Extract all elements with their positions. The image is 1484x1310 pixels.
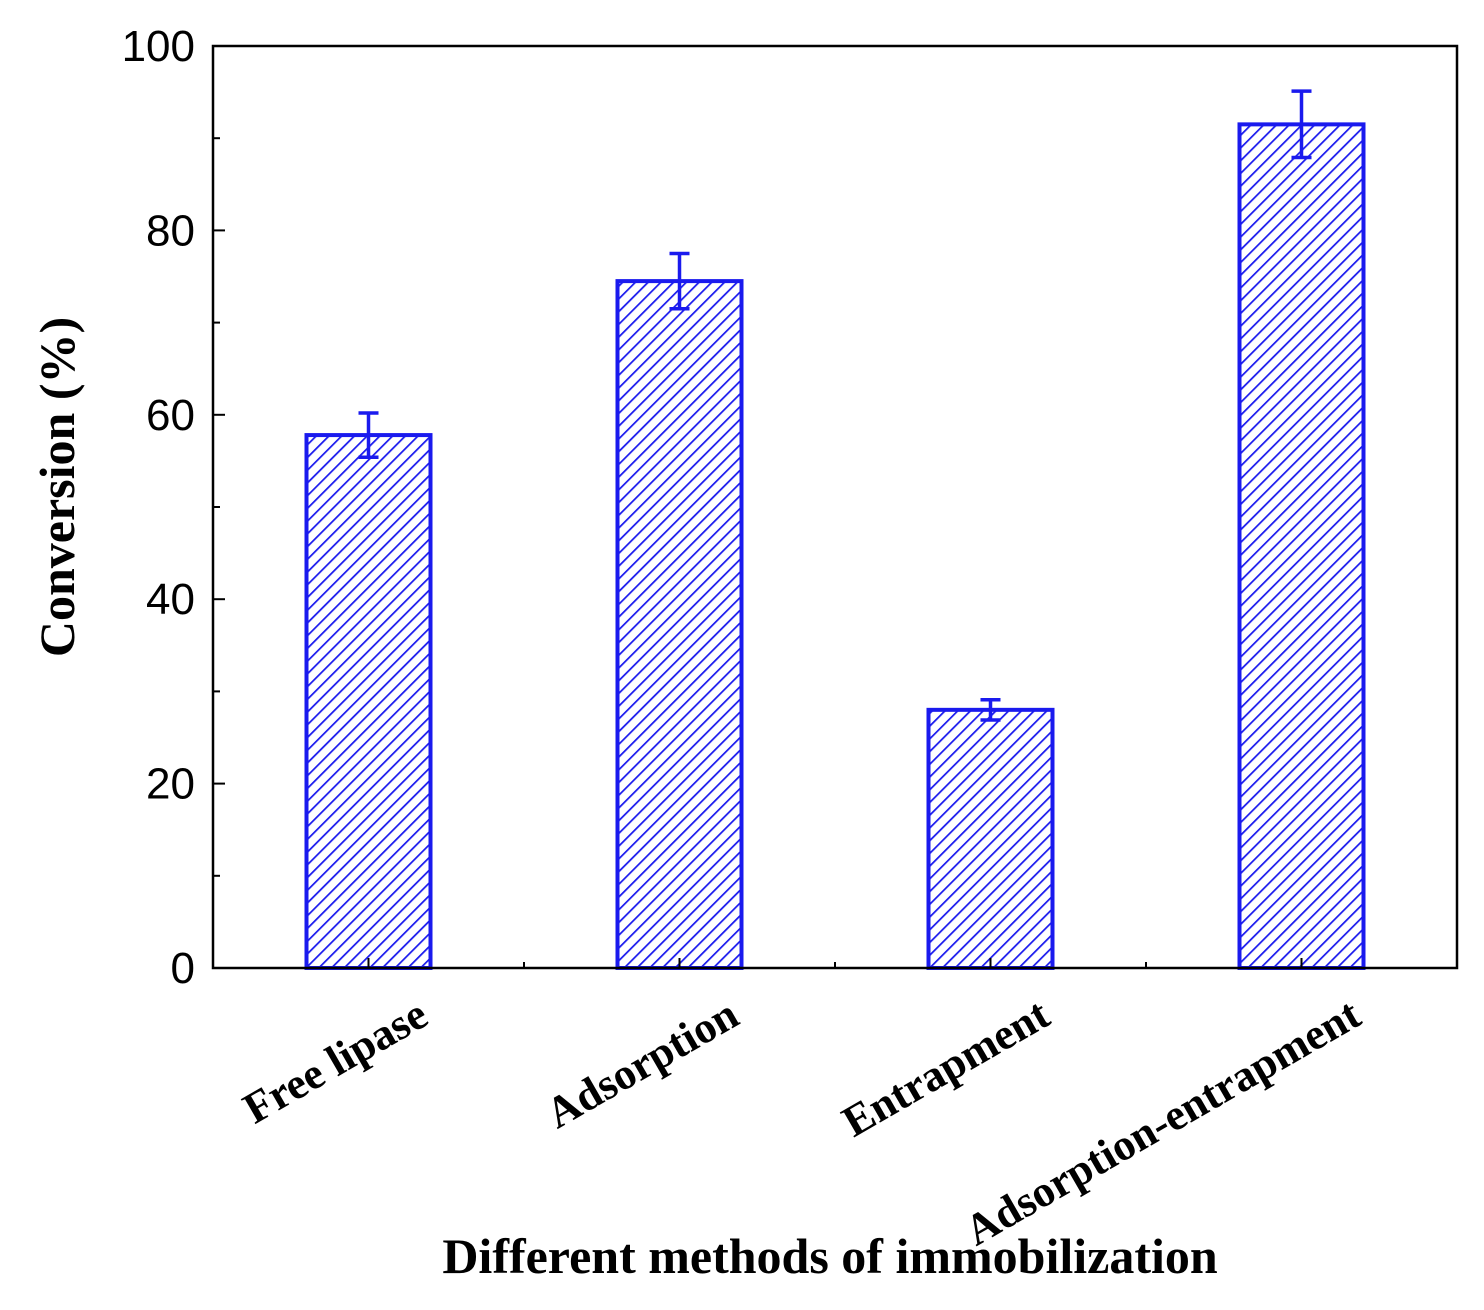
x-tick-label: Free lipase <box>235 989 436 1133</box>
y-tick-label: 60 <box>146 391 195 440</box>
y-tick-label: 0 <box>171 944 195 993</box>
bar-entrapment <box>926 707 1055 971</box>
x-tick-label: Entrapment <box>834 989 1058 1146</box>
y-axis-title: Conversion (%) <box>29 317 85 657</box>
y-tick-label: 100 <box>122 22 195 71</box>
x-tick-label: Adsorption <box>538 989 747 1138</box>
y-tick-label: 20 <box>146 760 195 809</box>
bar-adsorption <box>615 279 744 970</box>
x-axis-title: Different methods of immobilization <box>442 1228 1218 1284</box>
y-tick-label: 40 <box>146 575 195 624</box>
plot-area: Free lipase Adsorption EntrapmentAdsorptio… <box>122 22 1459 1255</box>
bar-free-lipase <box>304 433 433 971</box>
plot-frame <box>211 44 1459 970</box>
bar-adsorption-entrapment <box>1237 122 1366 971</box>
y-tick-label: 80 <box>146 206 195 255</box>
